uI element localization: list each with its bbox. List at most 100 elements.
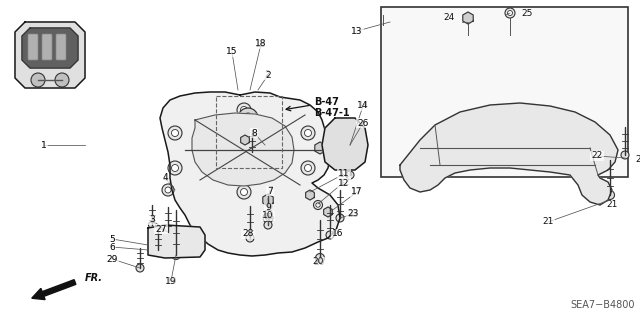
Text: B-47-1: B-47-1 [314, 108, 349, 118]
Text: 5: 5 [109, 234, 115, 243]
Text: 18: 18 [255, 40, 267, 48]
Text: 26: 26 [358, 119, 369, 128]
Circle shape [243, 113, 253, 123]
Circle shape [621, 151, 629, 159]
Text: 18: 18 [255, 40, 267, 48]
Circle shape [505, 8, 515, 18]
Text: 9: 9 [265, 204, 271, 212]
FancyBboxPatch shape [28, 34, 38, 60]
FancyArrow shape [32, 280, 76, 300]
Text: 29: 29 [106, 255, 118, 263]
Circle shape [341, 141, 349, 149]
Text: 13: 13 [351, 27, 363, 36]
Circle shape [168, 238, 182, 252]
Circle shape [237, 103, 251, 117]
Circle shape [241, 189, 248, 196]
Text: 27: 27 [156, 225, 167, 234]
Polygon shape [15, 22, 85, 88]
Circle shape [301, 126, 315, 140]
Circle shape [183, 233, 197, 247]
Circle shape [136, 264, 144, 272]
Polygon shape [160, 92, 340, 256]
Circle shape [241, 107, 248, 114]
Text: 20: 20 [312, 257, 324, 266]
Circle shape [55, 73, 69, 87]
Text: 28: 28 [243, 229, 254, 238]
Text: 5: 5 [109, 235, 115, 244]
Circle shape [213, 145, 227, 159]
Circle shape [237, 185, 251, 199]
FancyBboxPatch shape [56, 34, 66, 60]
Text: 23: 23 [348, 210, 358, 219]
Circle shape [557, 117, 573, 133]
Text: 16: 16 [332, 229, 344, 238]
Polygon shape [306, 190, 314, 200]
Polygon shape [148, 225, 205, 258]
Circle shape [246, 234, 254, 242]
Text: 7: 7 [267, 187, 273, 196]
Text: 10: 10 [263, 211, 275, 220]
Text: 26: 26 [357, 118, 369, 128]
Text: 6: 6 [109, 243, 115, 252]
Polygon shape [22, 28, 78, 68]
Text: 4: 4 [163, 174, 168, 182]
Text: 20: 20 [313, 258, 324, 267]
Polygon shape [241, 135, 250, 145]
Polygon shape [315, 142, 325, 154]
Text: 19: 19 [165, 278, 177, 286]
Text: 4: 4 [162, 174, 168, 182]
Circle shape [168, 126, 182, 140]
Text: 8: 8 [252, 129, 257, 138]
Text: SEA7−B4800: SEA7−B4800 [570, 300, 635, 310]
Circle shape [301, 161, 315, 175]
Text: 22: 22 [591, 152, 603, 160]
Circle shape [446, 156, 454, 164]
Text: 22: 22 [635, 155, 640, 165]
Polygon shape [463, 12, 473, 24]
Polygon shape [322, 118, 368, 170]
Text: 1: 1 [41, 140, 47, 150]
Text: 24: 24 [444, 13, 455, 23]
Text: 9: 9 [266, 204, 271, 212]
Circle shape [162, 184, 174, 196]
Text: 2: 2 [265, 70, 271, 79]
FancyBboxPatch shape [42, 34, 52, 60]
Circle shape [502, 150, 518, 166]
Circle shape [172, 165, 179, 172]
Polygon shape [192, 113, 294, 186]
Text: 12: 12 [339, 178, 350, 187]
Text: 29: 29 [106, 255, 118, 263]
Text: 7: 7 [268, 186, 273, 195]
Text: 14: 14 [357, 101, 369, 110]
Circle shape [560, 150, 576, 166]
Text: 3: 3 [149, 216, 155, 225]
Polygon shape [324, 207, 332, 217]
FancyBboxPatch shape [381, 7, 628, 177]
Circle shape [154, 247, 161, 254]
Text: FR.: FR. [85, 273, 103, 283]
Circle shape [337, 137, 353, 153]
Circle shape [216, 149, 223, 155]
Circle shape [263, 145, 277, 159]
Circle shape [605, 190, 614, 199]
Circle shape [266, 149, 273, 155]
Text: 23: 23 [348, 210, 359, 219]
Circle shape [172, 130, 179, 137]
Text: 21: 21 [607, 200, 618, 209]
Text: 12: 12 [339, 179, 349, 188]
Circle shape [508, 11, 513, 16]
Circle shape [238, 108, 258, 128]
Circle shape [264, 221, 272, 229]
Text: 15: 15 [226, 47, 237, 56]
Circle shape [260, 146, 264, 150]
Text: 17: 17 [351, 188, 363, 197]
Circle shape [326, 231, 334, 239]
Circle shape [506, 116, 514, 124]
Circle shape [154, 244, 162, 252]
Circle shape [165, 187, 171, 193]
Text: 15: 15 [227, 48, 237, 56]
Text: B-47: B-47 [314, 97, 339, 107]
Circle shape [248, 149, 255, 155]
Circle shape [447, 122, 463, 138]
Text: 27: 27 [156, 225, 166, 234]
